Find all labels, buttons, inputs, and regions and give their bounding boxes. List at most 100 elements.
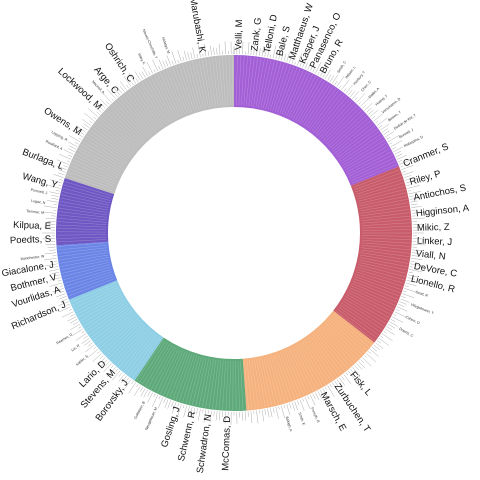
tick-line — [343, 374, 352, 385]
tick-line — [134, 71, 141, 81]
segment-texture-line — [361, 240, 411, 244]
segment-texture-line — [159, 72, 181, 117]
segment-texture-line — [358, 262, 407, 274]
segment-texture-line — [291, 347, 314, 392]
segment-texture-line — [324, 322, 361, 358]
segment-texture-line — [84, 138, 126, 165]
major-author-label: Fisk, L — [347, 370, 373, 399]
tick-line — [345, 84, 353, 94]
tick-line — [74, 142, 79, 145]
tick-line — [135, 78, 139, 82]
segment-ring — [56, 55, 412, 411]
tick-line — [270, 408, 273, 418]
segment-texture-line — [335, 310, 375, 341]
tick-line — [281, 54, 284, 61]
segment-texture-line — [205, 359, 214, 408]
tick-line — [93, 346, 97, 350]
tick-line — [310, 61, 315, 72]
tick-line — [267, 408, 270, 418]
segment-texture-line — [273, 354, 289, 402]
segment-texture-line — [266, 356, 279, 405]
tick-line — [218, 43, 221, 55]
tick-line — [387, 135, 400, 143]
tick-line — [393, 314, 397, 316]
major-author-label: Viall, N — [415, 248, 446, 262]
major-author-label: Poedts, S — [10, 234, 52, 246]
tick-line — [294, 61, 296, 65]
segment-texture-line — [225, 360, 229, 410]
segment-texture-line — [150, 76, 175, 121]
tick-line — [281, 405, 285, 419]
tick-line — [83, 123, 90, 128]
tick-line — [177, 404, 182, 417]
segment-texture-line — [353, 278, 400, 297]
segment-texture-line — [75, 153, 120, 176]
segment-texture-line — [281, 68, 301, 115]
minor-author-label: Chen, C — [360, 80, 372, 93]
tick-line — [410, 203, 418, 206]
segment-texture-line — [60, 197, 109, 208]
segment-texture-line — [64, 269, 112, 284]
tick-line — [369, 109, 379, 117]
segment-texture-line — [265, 61, 278, 110]
tick-line — [272, 407, 275, 413]
tick-line — [283, 404, 286, 409]
segment-texture-line — [355, 273, 402, 290]
segment-texture-line — [102, 113, 140, 148]
segment-texture-line — [57, 239, 107, 243]
tick-line — [158, 396, 161, 400]
segment-texture-line — [103, 319, 141, 354]
tick-line — [146, 62, 153, 74]
tick-line — [73, 321, 79, 325]
tick-line — [81, 331, 85, 334]
segment-texture-line — [101, 318, 139, 351]
tick-line — [401, 165, 414, 170]
tick-line — [202, 409, 204, 413]
segment-texture-line — [106, 321, 142, 356]
segment-texture-line — [332, 120, 371, 152]
tick-line — [302, 57, 307, 68]
tick-line — [322, 74, 325, 78]
tick-line — [345, 372, 349, 376]
major-author-label: McComas, D — [220, 416, 233, 471]
segment-texture-line — [222, 56, 226, 106]
tick-line — [46, 200, 58, 203]
tick-line — [390, 319, 396, 322]
tick-line — [192, 47, 196, 59]
segment-red — [333, 166, 412, 343]
segment-texture-line — [305, 86, 334, 128]
tick-line — [93, 116, 97, 120]
tick-line — [360, 359, 365, 364]
segment-texture-line — [185, 62, 200, 110]
major-author-label: Linker, J — [417, 236, 453, 249]
tick-line — [329, 384, 332, 388]
tick-line — [203, 43, 207, 57]
tick-line — [59, 296, 67, 300]
segment-texture-line — [326, 110, 362, 145]
segment-texture-line — [313, 94, 345, 133]
tick-line — [87, 349, 99, 358]
segment-texture-line — [357, 189, 406, 202]
tick-line — [364, 103, 373, 111]
tick-line — [278, 406, 280, 410]
tick-line — [380, 123, 390, 131]
segment-texture-line — [59, 254, 108, 264]
segment-texture-line — [212, 360, 219, 409]
tick-line — [403, 290, 407, 293]
segment-texture-line — [261, 357, 273, 406]
tick-line — [339, 377, 345, 386]
segment-texture-line — [89, 129, 131, 159]
segment-texture-line — [138, 83, 166, 126]
segment-texture-line — [297, 79, 322, 122]
segment-texture-line — [108, 323, 144, 359]
segment-texture-line — [361, 242, 411, 247]
tick-line — [341, 79, 350, 90]
tick-line — [118, 374, 125, 382]
segment-texture-line — [59, 201, 109, 211]
tick-line — [336, 379, 342, 387]
tick-line — [334, 81, 338, 86]
tick-line — [45, 252, 57, 255]
segment-texture-line — [338, 131, 380, 160]
tick-line — [395, 153, 403, 157]
segment-texture-line — [64, 181, 112, 196]
